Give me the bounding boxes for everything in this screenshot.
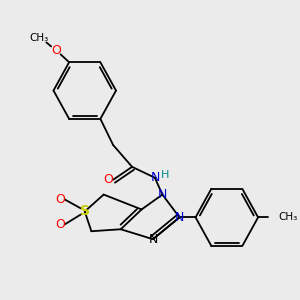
Text: N: N [148, 233, 158, 246]
Text: H: H [161, 170, 170, 180]
Text: N: N [175, 211, 184, 224]
Text: N: N [151, 171, 160, 184]
Text: CH₃: CH₃ [278, 212, 297, 222]
Text: CH₃: CH₃ [29, 34, 48, 44]
Text: S: S [80, 204, 90, 218]
Text: O: O [55, 218, 65, 231]
Text: O: O [103, 173, 113, 186]
Text: O: O [51, 44, 61, 57]
Text: N: N [158, 188, 167, 201]
Text: O: O [55, 193, 65, 206]
